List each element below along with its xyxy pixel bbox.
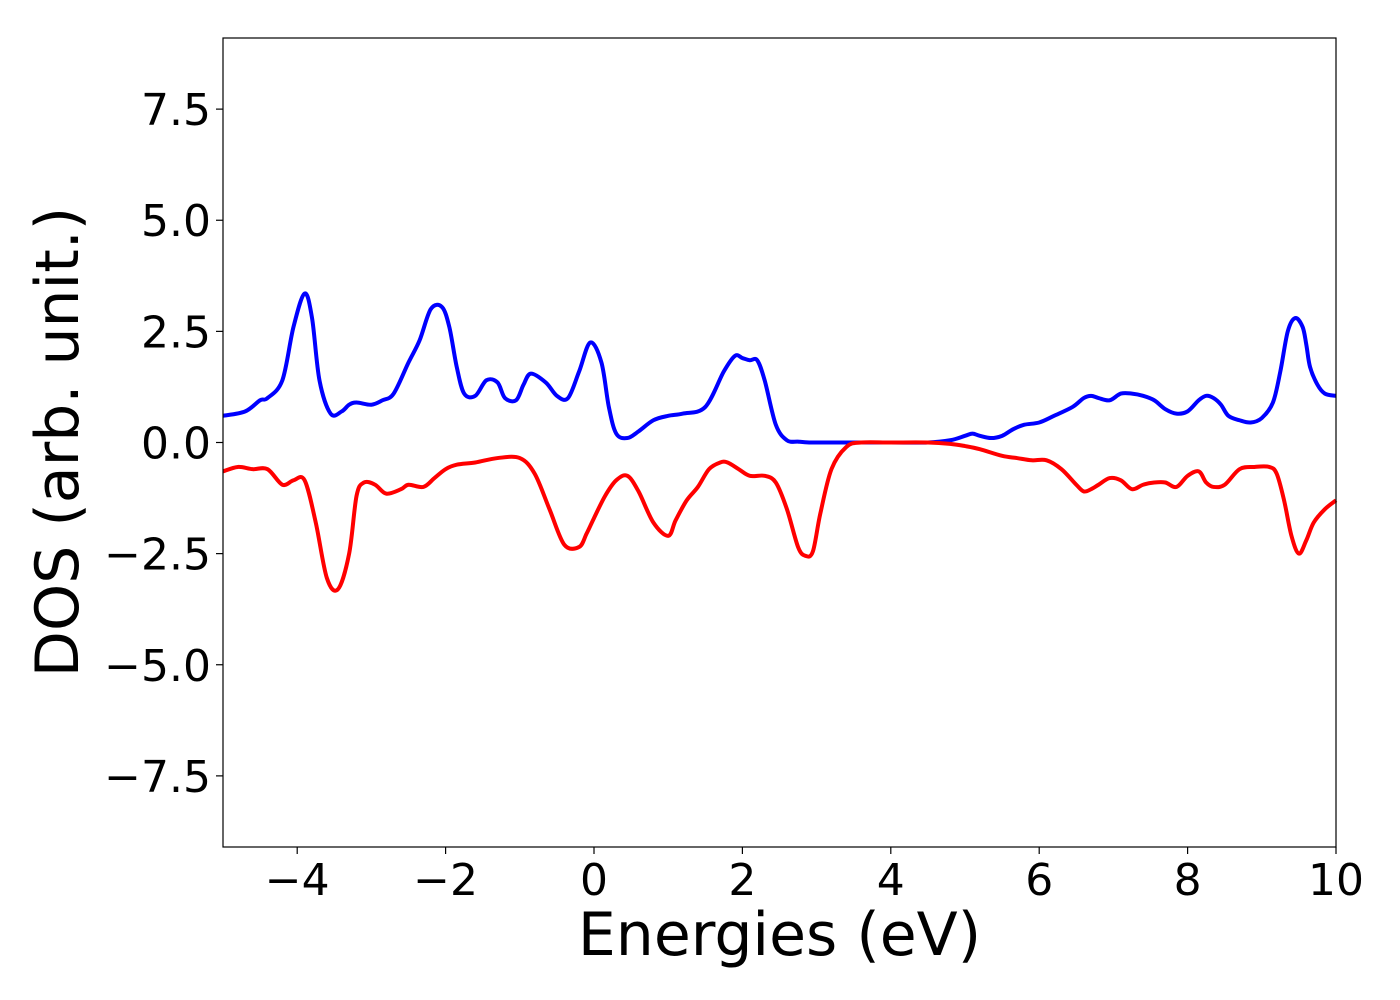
y-tick-label: 7.5 xyxy=(141,85,211,136)
series-line-2 xyxy=(222,440,1338,593)
x-tick-label: −2 xyxy=(413,855,478,906)
y-tick-label: 2.5 xyxy=(141,307,211,358)
x-tick-label: 0 xyxy=(580,855,608,906)
x-axis-ticks: −4 −2 0 2 4 6 8 10 xyxy=(265,847,1364,906)
y-tick-label: 0.0 xyxy=(141,419,211,470)
x-axis-label: Energies (eV) xyxy=(578,900,981,970)
y-axis-label: DOS (arb. unit.) xyxy=(23,207,93,677)
x-tick-label: −4 xyxy=(265,855,330,906)
x-tick-label: 8 xyxy=(1174,855,1202,906)
y-tick-label: −5.0 xyxy=(104,641,211,692)
x-tick-label: 2 xyxy=(728,855,756,906)
y-tick-label: −2.5 xyxy=(104,530,211,581)
x-tick-label: 4 xyxy=(877,855,905,906)
series-layer xyxy=(222,291,1338,593)
x-tick-label: 10 xyxy=(1308,855,1364,906)
series-line-1 xyxy=(222,291,1337,445)
y-tick-label: 5.0 xyxy=(141,196,211,247)
x-tick-label: 6 xyxy=(1025,855,1053,906)
y-axis-ticks: 7.5 5.0 2.5 0.0 −2.5 −5.0 −7.5 xyxy=(104,85,223,803)
y-tick-label: −7.5 xyxy=(104,752,211,803)
plot-frame xyxy=(222,37,1337,848)
